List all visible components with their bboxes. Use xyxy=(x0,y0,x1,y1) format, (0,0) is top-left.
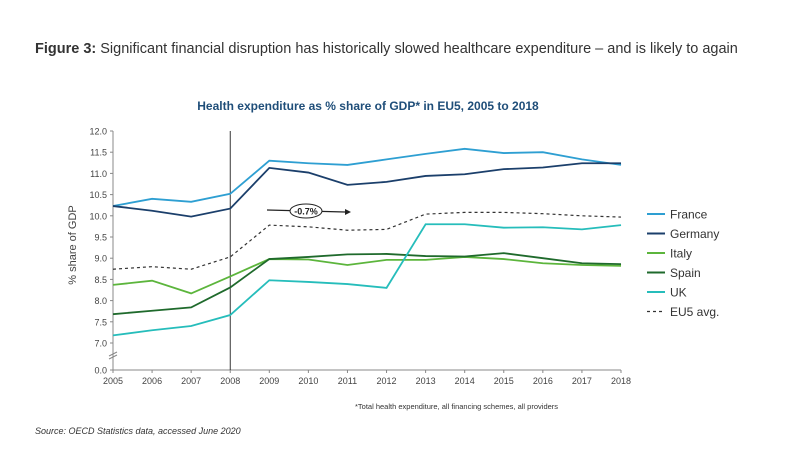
x-tick-label: 2005 xyxy=(103,376,123,386)
x-tick-label: 2011 xyxy=(338,376,357,386)
series-line-eu5-avg xyxy=(112,211,622,270)
y-tick-label: 10.0 xyxy=(89,211,107,221)
y-tick-label: 8.5 xyxy=(94,275,107,285)
annotation-arrow: -0.7% xyxy=(266,203,351,219)
x-tick-label: 2018 xyxy=(611,376,631,386)
source-note: Source: OECD Statistics data, accessed J… xyxy=(35,426,241,436)
y-tick-label: 12.0 xyxy=(89,127,107,137)
series-line-france xyxy=(112,147,622,207)
x-tick-label: 2013 xyxy=(416,376,436,386)
x-tick-label: 2015 xyxy=(494,376,514,386)
axis-break-mark xyxy=(108,351,118,357)
legend-label-uk: UK xyxy=(670,286,687,300)
series-line-germany xyxy=(112,162,621,218)
legend-label-france: France xyxy=(670,208,708,222)
y-tick-label: 11.5 xyxy=(90,148,107,158)
footnote: *Total health expenditure, all financing… xyxy=(355,402,559,411)
y-tick-label: 9.0 xyxy=(94,254,107,264)
figure-label: Figure 3: xyxy=(35,41,97,57)
x-tick-label: 2014 xyxy=(455,376,475,386)
series-line-italy xyxy=(112,256,622,295)
legend-label-italy: Italy xyxy=(670,247,692,261)
annotation-label: -0.7% xyxy=(294,207,318,217)
x-tick-label: 2010 xyxy=(298,376,318,386)
series-lines xyxy=(112,147,622,337)
x-tick-label: 2008 xyxy=(220,376,240,386)
x-tick-label: 2016 xyxy=(533,376,553,386)
y-tick-label: 7.5 xyxy=(94,317,107,327)
legend: France Germany Italy Spain UK EU5 avg. xyxy=(647,208,719,319)
legend-label-eu5-avg: EU5 avg. xyxy=(670,305,719,319)
x-tick-label: 2007 xyxy=(181,376,201,386)
legend-label-spain: Spain xyxy=(670,266,701,280)
arrow-head xyxy=(345,209,351,215)
y-tick-label: 7.0 xyxy=(94,339,107,349)
chart-title: Health expenditure as % share of GDP* in… xyxy=(197,99,539,113)
y-tick-label: 8.0 xyxy=(94,296,107,306)
series-line-uk xyxy=(112,223,622,337)
y-tick-label: 10.5 xyxy=(89,190,107,200)
y-tick-label: 0.0 xyxy=(94,366,107,376)
x-tick-label: 2012 xyxy=(377,376,397,386)
y-tick-label: 9.5 xyxy=(94,233,107,243)
y-tick-label: 11.0 xyxy=(90,169,107,179)
annotation-bubble xyxy=(289,203,323,219)
figure-caption: Significant financial disruption has his… xyxy=(100,41,738,57)
axis-break-mark xyxy=(108,354,118,360)
figure-heading: Figure 3: Significant financial disrupti… xyxy=(35,40,765,58)
x-tick-label: 2009 xyxy=(259,376,279,386)
axes: 0.0 7.0 7.5 8.0 8.5 9.0 9.5 10.0 10.5 11.0 11.5 12.… xyxy=(89,127,631,387)
series-line-spain xyxy=(112,252,622,316)
x-tick-label: 2017 xyxy=(572,376,592,386)
y-axis-label: % share of GDP xyxy=(67,205,79,284)
legend-label-germany: Germany xyxy=(670,227,719,241)
x-tick-label: 2006 xyxy=(142,376,162,386)
